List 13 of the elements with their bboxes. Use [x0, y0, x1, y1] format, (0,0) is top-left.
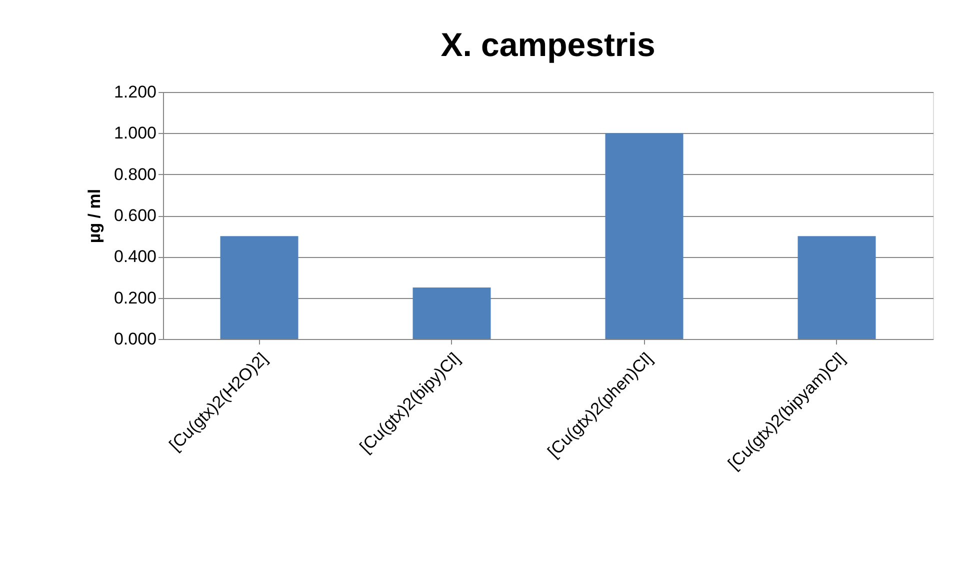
chart-title: X. campestris	[440, 26, 656, 63]
y-tick-label: 0.800	[114, 164, 156, 184]
y-tick-label: 0.600	[114, 206, 156, 225]
y-tick-label: 0.200	[114, 288, 156, 308]
y-tick-label: 0.400	[114, 247, 156, 266]
bar	[605, 133, 684, 339]
y-tick-label: 1.200	[114, 82, 156, 102]
bar	[412, 288, 491, 339]
y-tick-label: 0.000	[114, 330, 156, 348]
y-axis-title: µg / ml	[84, 188, 104, 244]
bar	[798, 236, 876, 339]
bar	[220, 236, 298, 339]
y-tick-label: 1.000	[114, 124, 156, 143]
